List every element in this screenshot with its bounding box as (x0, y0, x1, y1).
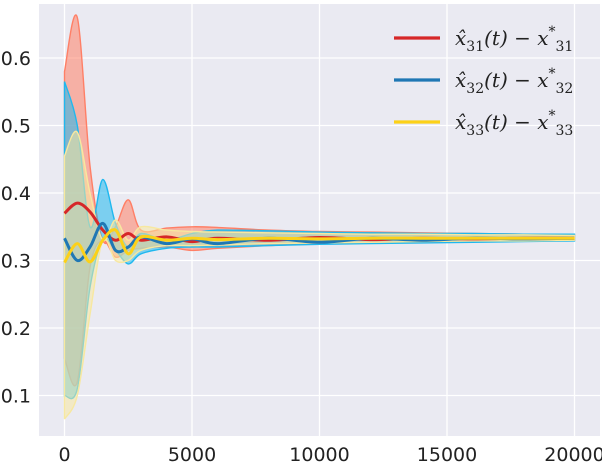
x-tick-label: 10000 (289, 444, 349, 466)
x-tick-label: 0 (58, 444, 70, 466)
y-tick-label: 0.3 (1, 251, 31, 273)
x-tick-label: 5000 (168, 444, 216, 466)
y-tick-label: 0.2 (1, 318, 31, 340)
legend-label-2: x̂32(t) − x*32 (455, 66, 573, 97)
y-tick-label: 0.5 (1, 116, 31, 138)
legend: x̂31(t) − x*31 x̂32(t) − x*32 x̂33(t) − x*… (394, 24, 573, 139)
series-lines (63, 201, 575, 264)
legend-label-1: x̂31(t) − x*31 (455, 24, 573, 55)
y-tick-label: 0.1 (1, 386, 31, 408)
legend-label-3: x̂33(t) − x*33 (455, 108, 573, 139)
x-tick-labels: 0 5000 10000 15000 20000 (58, 444, 602, 466)
y-tick-label: 0.6 (1, 48, 31, 70)
x-tick-label: 15000 (417, 444, 477, 466)
series-line-3 (63, 228, 575, 264)
y-tick-label: 0.4 (1, 183, 31, 205)
x-tick-label: 20000 (544, 444, 602, 466)
y-tick-labels: 0.1 0.2 0.3 0.4 0.5 0.6 (1, 48, 31, 408)
